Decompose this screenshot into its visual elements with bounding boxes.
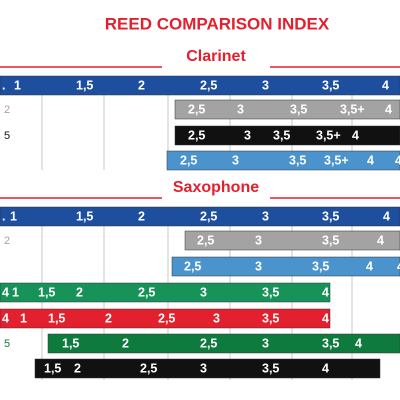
- brand-fragment: 4: [2, 285, 9, 299]
- strength-label: 3,5: [290, 102, 307, 116]
- strength-label: 3,5+: [340, 102, 365, 116]
- strength-label: 2,5: [158, 311, 175, 325]
- section-bg: [162, 178, 270, 200]
- strength-label: 4: [352, 128, 359, 142]
- strength-label: 1: [14, 78, 21, 92]
- section-bg: [162, 47, 270, 69]
- reed-bar: [0, 206, 400, 227]
- strength-label: 4: [397, 259, 400, 273]
- strength-label: 3,5: [312, 259, 329, 273]
- reed-bar: [47, 333, 400, 354]
- strength-label: 2: [122, 336, 129, 350]
- section-title: Saxophone: [173, 179, 259, 196]
- strength-label: 1,5: [38, 285, 55, 299]
- strength-label: 2,5: [200, 78, 217, 92]
- strength-label: 3,5: [262, 311, 279, 325]
- strength-label: 3: [200, 285, 207, 299]
- strength-label: 3,5: [322, 209, 339, 223]
- strength-label: 4: [367, 153, 374, 167]
- strength-label: 1,5: [48, 311, 65, 325]
- strength-label: 4: [366, 259, 373, 273]
- strength-label: 3: [232, 153, 239, 167]
- strength-label: 2,5: [188, 128, 205, 142]
- strength-label: 3,5: [262, 361, 279, 375]
- strength-label: 3,5: [262, 285, 279, 299]
- strength-label: 2,5: [180, 153, 197, 167]
- strength-label: 3,5: [289, 153, 306, 167]
- strength-label: 2: [138, 78, 145, 92]
- brand-fragment: 5: [4, 130, 10, 142]
- brand-fragment: 2: [4, 104, 10, 116]
- strength-label: 3: [255, 233, 262, 247]
- strength-label: 2,5: [188, 102, 205, 116]
- strength-label: 3,5+: [316, 128, 341, 142]
- reed-bar: [171, 256, 400, 277]
- strength-label: 3,5: [322, 336, 339, 350]
- reed-bar: [0, 308, 331, 329]
- strength-label: 4: [383, 209, 390, 223]
- strength-label: 1,5: [76, 209, 93, 223]
- strength-label: 1: [12, 285, 19, 299]
- strength-label: 3,5: [322, 233, 339, 247]
- strength-label: 3: [255, 259, 262, 273]
- strength-label: 2: [138, 209, 145, 223]
- reed-bar: [34, 358, 381, 379]
- strength-label: 4: [385, 102, 392, 116]
- strength-label: 2: [76, 285, 83, 299]
- strength-label: 3: [262, 336, 269, 350]
- brand-fragment: .: [2, 209, 5, 223]
- title: REED COMPARISON INDEX: [105, 14, 330, 33]
- strength-label: 3,5: [273, 128, 290, 142]
- reed-bar: [0, 282, 331, 303]
- strength-label: 3: [237, 102, 244, 116]
- strength-label: 2,5: [200, 209, 217, 223]
- strength-label: 2,5: [138, 285, 155, 299]
- strength-label: 4: [377, 233, 384, 247]
- strength-label: 2: [105, 311, 112, 325]
- strength-label: 1: [20, 311, 27, 325]
- strength-label: 4: [355, 336, 362, 350]
- strength-label: 3: [244, 128, 251, 142]
- brand-fragment: 2: [4, 235, 10, 247]
- strength-label: 2,5: [140, 361, 157, 375]
- strength-label: 1,5: [62, 336, 79, 350]
- strength-label: 2,5: [184, 259, 201, 273]
- strength-label: 2,5: [197, 233, 214, 247]
- strength-label: 2: [74, 361, 81, 375]
- strength-label: 1,5: [44, 361, 61, 375]
- brand-fragment: 5: [4, 338, 10, 350]
- strength-label: 2,5: [200, 336, 217, 350]
- strength-label: 3: [262, 78, 269, 92]
- strength-label: 3: [262, 209, 269, 223]
- strength-label: 3,5+: [324, 153, 349, 167]
- strength-label: 4: [322, 361, 329, 375]
- reed-bar: [184, 230, 400, 251]
- reed-bar: [174, 125, 400, 146]
- strength-label: 4: [382, 78, 389, 92]
- strength-label: 3,5: [322, 78, 339, 92]
- strength-label: 4,: [395, 153, 400, 167]
- brand-fragment: 4: [2, 311, 9, 325]
- brand-fragment: .: [2, 78, 5, 92]
- strength-label: 4: [322, 311, 329, 325]
- strength-label: 1,5: [76, 78, 93, 92]
- strength-label: 1: [10, 209, 17, 223]
- section-title: Clarinet: [186, 48, 246, 65]
- strength-label: 4: [322, 285, 329, 299]
- reed-bar: [166, 150, 400, 171]
- reed-bar: [0, 75, 400, 96]
- strength-label: 3: [200, 361, 207, 375]
- reed-bar: [174, 99, 400, 120]
- strength-label: 3: [213, 311, 220, 325]
